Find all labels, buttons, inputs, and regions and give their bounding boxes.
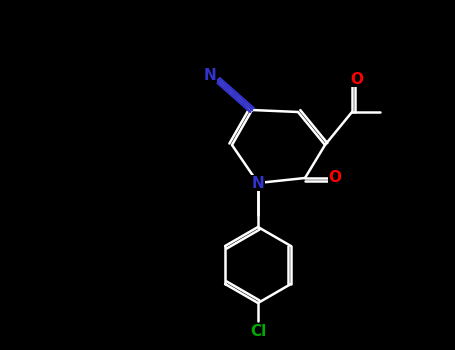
- Text: O: O: [329, 170, 342, 186]
- Text: N: N: [204, 68, 217, 83]
- Text: N: N: [252, 175, 264, 190]
- Text: Cl: Cl: [250, 323, 266, 338]
- Text: O: O: [350, 71, 364, 86]
